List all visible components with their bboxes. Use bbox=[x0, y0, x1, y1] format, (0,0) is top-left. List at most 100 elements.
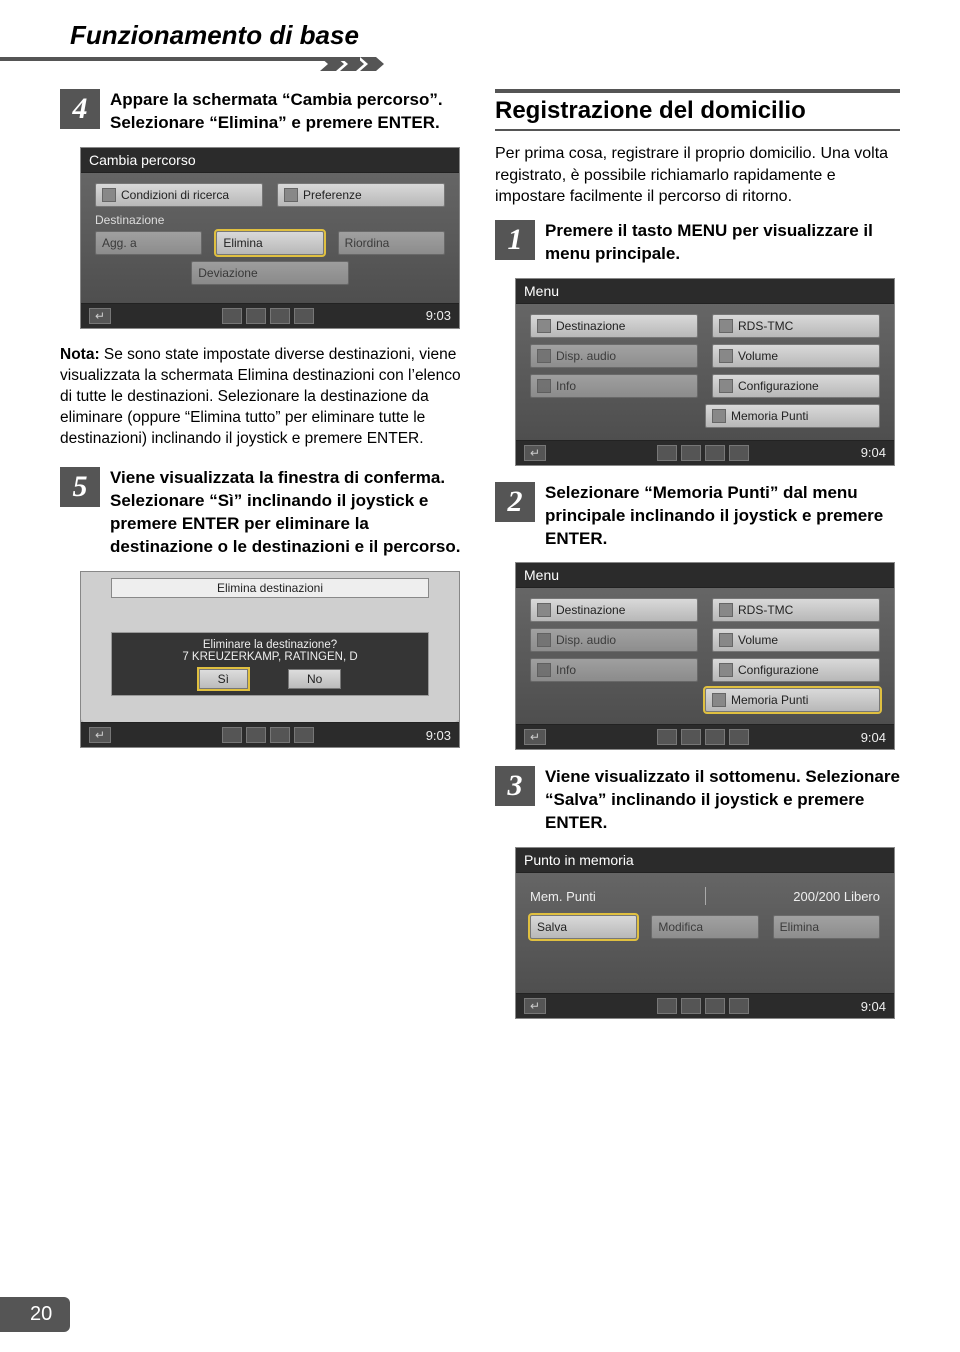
mem-time: 9:04 bbox=[861, 999, 886, 1014]
menu2-footer-icons bbox=[657, 729, 749, 745]
page-header: Funzionamento di base bbox=[70, 20, 900, 51]
menu2-title: Menu bbox=[516, 563, 894, 588]
menu2-info[interactable]: Info bbox=[530, 658, 698, 682]
header-rule bbox=[0, 57, 360, 61]
step-3-text: Viene visualizzato il sottomenu. Selezio… bbox=[545, 766, 900, 835]
note-label: Nota: bbox=[60, 346, 100, 363]
info-icon bbox=[537, 379, 551, 393]
step-2: 2 Selezionare “Memoria Punti” dal menu p… bbox=[495, 482, 900, 551]
menu2-footer: ↵ 9:04 bbox=[516, 724, 894, 749]
menu2-rds[interactable]: RDS-TMC bbox=[712, 598, 880, 622]
menu2-f-label: Configurazione bbox=[738, 663, 819, 677]
shot2-dialog: Eliminare la destinazione? 7 KREUZERKAMP… bbox=[111, 632, 429, 696]
step-2-badge: 2 bbox=[495, 482, 535, 522]
step-1-text: Premere il tasto MENU per visualizzare i… bbox=[545, 220, 900, 266]
menu2-audio[interactable]: Disp. audio bbox=[530, 628, 698, 652]
screenshot-memory: Punto in memoria Mem. Punti 200/200 Libe… bbox=[515, 847, 895, 1019]
shot1-btn-preferenze[interactable]: Preferenze bbox=[277, 183, 445, 207]
info-icon bbox=[537, 663, 551, 677]
step-3-badge: 3 bbox=[495, 766, 535, 806]
mem-title: Punto in memoria bbox=[516, 848, 894, 873]
mem-modifica-button[interactable]: Modifica bbox=[651, 915, 758, 939]
back-icon[interactable]: ↵ bbox=[89, 308, 111, 324]
step-2-text: Selezionare “Memoria Punti” dal menu pri… bbox=[545, 482, 900, 551]
shot1-btn-elimina[interactable]: Elimina bbox=[216, 231, 323, 255]
shot2-footer-icons bbox=[222, 727, 314, 743]
prefs-icon bbox=[284, 188, 298, 202]
left-column: 4 Appare la schermata “Cambia percorso”.… bbox=[60, 89, 465, 1035]
screenshot-menu-1: Menu Destinazione RDS-TMC Disp. audio Vo… bbox=[515, 278, 895, 466]
step-1-badge: 1 bbox=[495, 220, 535, 260]
rds-icon bbox=[719, 603, 733, 617]
menu2-e-label: Info bbox=[556, 663, 576, 677]
menu1-volume[interactable]: Volume bbox=[712, 344, 880, 368]
step-5-text: Viene visualizzata la finestra di confer… bbox=[110, 467, 465, 559]
mem-salva-button[interactable]: Salva bbox=[530, 915, 637, 939]
menu1-rds[interactable]: RDS-TMC bbox=[712, 314, 880, 338]
mem-elimina-button[interactable]: Elimina bbox=[773, 915, 880, 939]
section-title: Registrazione del domicilio bbox=[495, 89, 900, 131]
shot1-btn-agg[interactable]: Agg. a bbox=[95, 231, 202, 255]
shot1-btn2-label: Preferenze bbox=[303, 188, 362, 202]
menu1-a-label: Destinazione bbox=[556, 319, 625, 333]
page-number: 20 bbox=[0, 1297, 70, 1332]
note-text: Se sono state impostate diverse destinaz… bbox=[60, 346, 461, 447]
back-icon[interactable]: ↵ bbox=[524, 729, 546, 745]
shot2-map: Elimina destinazioni Eliminare la destin… bbox=[81, 572, 459, 722]
separator bbox=[705, 887, 706, 905]
menu2-time: 9:04 bbox=[861, 730, 886, 745]
dest-icon bbox=[537, 603, 551, 617]
shot2-no-button[interactable]: No bbox=[288, 669, 341, 689]
shot1-time: 9:03 bbox=[426, 308, 451, 323]
menu2-d-label: Volume bbox=[738, 633, 778, 647]
menu1-memoria[interactable]: Memoria Punti bbox=[705, 404, 880, 428]
menu1-c-label: Disp. audio bbox=[556, 349, 616, 363]
menu1-audio[interactable]: Disp. audio bbox=[530, 344, 698, 368]
right-column: Registrazione del domicilio Per prima co… bbox=[495, 89, 900, 1035]
step-4-badge: 4 bbox=[60, 89, 100, 129]
menu1-info[interactable]: Info bbox=[530, 374, 698, 398]
config-icon bbox=[719, 663, 733, 677]
step-1: 1 Premere il tasto MENU per visualizzare… bbox=[495, 220, 900, 266]
shot1-footer-icons bbox=[222, 308, 314, 324]
menu1-footer: ↵ 9:04 bbox=[516, 440, 894, 465]
volume-icon bbox=[719, 349, 733, 363]
back-icon[interactable]: ↵ bbox=[524, 998, 546, 1014]
menu2-volume[interactable]: Volume bbox=[712, 628, 880, 652]
step-4-text: Appare la schermata “Cambia percorso”. S… bbox=[110, 89, 465, 135]
shot2-q2: 7 KREUZERKAMP, RATINGEN, D bbox=[118, 651, 422, 663]
menu1-destinazione[interactable]: Destinazione bbox=[530, 314, 698, 338]
back-icon[interactable]: ↵ bbox=[89, 727, 111, 743]
step-3: 3 Viene visualizzato il sottomenu. Selez… bbox=[495, 766, 900, 835]
note-block: Nota: Se sono state impostate diverse de… bbox=[60, 345, 465, 450]
config-icon bbox=[719, 379, 733, 393]
menu1-footer-icons bbox=[657, 445, 749, 461]
shot1-btn-condizioni[interactable]: Condizioni di ricerca bbox=[95, 183, 263, 207]
shot1-btn-riordina[interactable]: Riordina bbox=[338, 231, 445, 255]
back-icon[interactable]: ↵ bbox=[524, 445, 546, 461]
menu2-config[interactable]: Configurazione bbox=[712, 658, 880, 682]
screenshot-menu-2: Menu Destinazione RDS-TMC Disp. audio Vo… bbox=[515, 562, 895, 750]
menu1-e-label: Info bbox=[556, 379, 576, 393]
shot2-banner: Elimina destinazioni bbox=[111, 578, 429, 598]
menu2-destinazione[interactable]: Destinazione bbox=[530, 598, 698, 622]
shot2-footer: ↵ 9:03 bbox=[81, 722, 459, 747]
rds-icon bbox=[719, 319, 733, 333]
menu1-h-label: Memoria Punti bbox=[731, 409, 808, 423]
shot2-yes-button[interactable]: Sì bbox=[199, 669, 248, 689]
mem-right-label: 200/200 Libero bbox=[720, 889, 881, 904]
mem-left-label: Mem. Punti bbox=[530, 889, 691, 904]
menu1-d-label: Volume bbox=[738, 349, 778, 363]
menu2-memoria[interactable]: Memoria Punti bbox=[705, 688, 880, 712]
shot1-btn-deviazione[interactable]: Deviazione bbox=[191, 261, 349, 285]
screenshot-elimina-dialog: Elimina destinazioni Eliminare la destin… bbox=[80, 571, 460, 748]
menu1-time: 9:04 bbox=[861, 445, 886, 460]
step-4: 4 Appare la schermata “Cambia percorso”.… bbox=[60, 89, 465, 135]
mem-footer-icons bbox=[657, 998, 749, 1014]
section-intro: Per prima cosa, registrare il proprio do… bbox=[495, 143, 900, 208]
menu1-f-label: Configurazione bbox=[738, 379, 819, 393]
menu2-a-label: Destinazione bbox=[556, 603, 625, 617]
shot1-row-label: Destinazione bbox=[95, 213, 445, 227]
menu1-config[interactable]: Configurazione bbox=[712, 374, 880, 398]
screenshot-cambia-percorso: Cambia percorso Condizioni di ricerca Pr… bbox=[80, 147, 460, 329]
